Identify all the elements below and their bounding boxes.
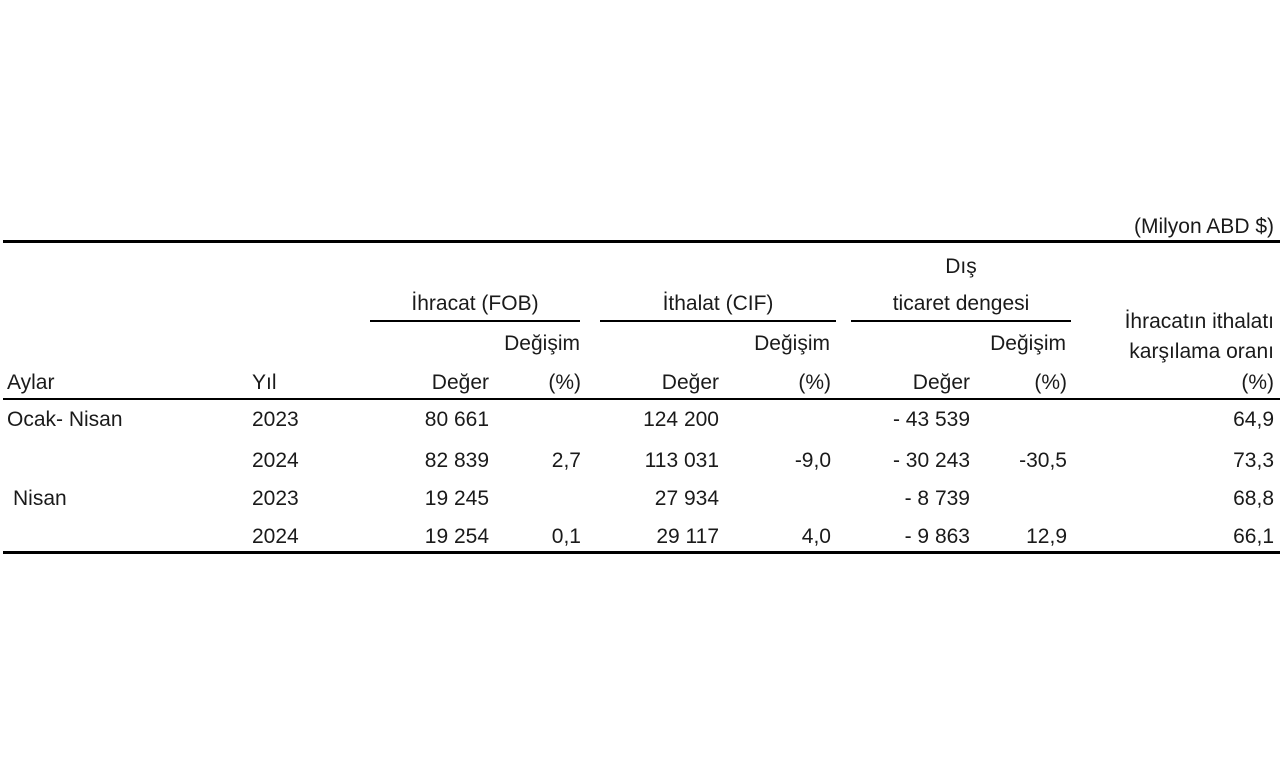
row2-ihracat-degisim: 2,7 [551, 449, 581, 472]
row1-denge-deger: - 43 539 [892, 408, 970, 431]
row4-denge-deger: - 9 863 [904, 525, 970, 548]
row3-period: Nisan [13, 487, 67, 510]
row1-ithalat-deger: 124 200 [643, 408, 719, 431]
row4-denge-degisim: 12,9 [1026, 525, 1067, 548]
header-denge-underline [851, 320, 1071, 322]
header-oran-line2: karşılama oranı [1129, 340, 1274, 363]
row3-ithalat-deger: 27 934 [654, 487, 719, 510]
header-yil: Yıl [252, 371, 277, 394]
header-denge-deger: Değer [912, 371, 970, 394]
header-ihracat-underline [370, 320, 580, 322]
header-dis: Dış [945, 255, 977, 278]
row4-ihracat-deger: 19 254 [424, 525, 489, 548]
header-ithalat-underline [600, 320, 836, 322]
row2-ithalat-deger: 113 031 [644, 449, 719, 472]
row4-ithalat-deger: 29 117 [656, 525, 719, 548]
row1-year: 2023 [252, 408, 299, 431]
header-oran-line1: İhracatın ithalatı [1124, 310, 1274, 333]
header-ithalat: İthalat (CIF) [662, 292, 774, 315]
header-oran-pct: (%) [1241, 371, 1274, 394]
row3-year: 2023 [252, 487, 299, 510]
row1-ihracat-deger: 80 661 [424, 408, 489, 431]
row3-denge-deger: - 8 739 [904, 487, 970, 510]
header-bottom-rule [3, 398, 1280, 400]
row3-oran: 68,8 [1233, 487, 1274, 510]
row4-year: 2024 [252, 525, 299, 548]
header-ithalat-pct: (%) [798, 371, 831, 394]
row2-denge-deger: - 30 243 [892, 449, 970, 472]
row4-ihracat-degisim: 0,1 [551, 525, 581, 548]
row1-oran: 64,9 [1233, 408, 1274, 431]
header-ithalat-degisim: Değişim [754, 332, 830, 355]
row2-ihracat-deger: 82 839 [424, 449, 489, 472]
header-ticaret-dengesi: ticaret dengesi [892, 292, 1030, 315]
header-ithalat-deger: Değer [661, 371, 719, 394]
header-denge-degisim: Değişim [990, 332, 1066, 355]
row2-oran: 73,3 [1233, 449, 1274, 472]
header-ihracat: İhracat (FOB) [411, 292, 539, 315]
header-ihracat-deger: Değer [431, 371, 489, 394]
header-ihracat-pct: (%) [548, 371, 581, 394]
row1-period: Ocak- Nisan [7, 408, 123, 431]
row2-ithalat-degisim: -9,0 [794, 449, 831, 472]
table-top-rule [3, 240, 1280, 243]
table-bottom-rule [3, 551, 1280, 554]
row3-ihracat-deger: 19 245 [424, 487, 489, 510]
row2-year: 2024 [252, 449, 299, 472]
header-aylar: Aylar [7, 371, 55, 394]
header-ihracat-degisim: Değişim [504, 332, 580, 355]
row4-oran: 66,1 [1233, 525, 1274, 548]
row4-ithalat-degisim: 4,0 [801, 525, 831, 548]
row2-denge-degisim: -30,5 [1019, 449, 1067, 472]
header-denge-pct: (%) [1034, 371, 1067, 394]
unit-note: (Milyon ABD $) [1133, 215, 1274, 238]
